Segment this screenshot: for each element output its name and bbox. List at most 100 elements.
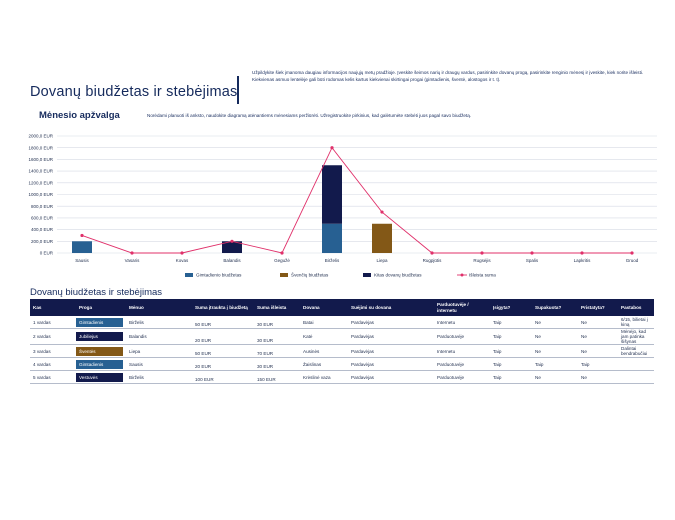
cell-delivered[interactable]: Ne: [578, 316, 618, 329]
y-tick-label: 1800,0 EUR: [28, 145, 53, 150]
cell-month[interactable]: Liepa: [126, 344, 192, 358]
tracker-table: Kas Proga Mėnuo Suma įtraukta į biudžetą…: [30, 299, 654, 384]
cell-gift[interactable]: Žaislinas: [300, 357, 348, 371]
cell-vendor[interactable]: Pardavėjas: [348, 357, 434, 371]
cell-notes[interactable]: Mėnėjo, kad jam patinka šišynas: [618, 328, 654, 345]
cell-budget[interactable]: 20 EUR: [192, 328, 254, 345]
y-tick-label: 1400,0 EUR: [28, 169, 53, 174]
cell-budget[interactable]: 20 EUR: [192, 357, 254, 371]
cell-delivered[interactable]: Ne: [578, 344, 618, 358]
cell-delivered[interactable]: Ne: [578, 370, 618, 384]
bar-gimtadienis: [322, 223, 342, 253]
cell-budget[interactable]: 50 EUR: [192, 344, 254, 358]
monthly-overview-title: Mėnesio apžvalga: [39, 110, 120, 121]
cell-who[interactable]: 5 vardas: [30, 370, 76, 384]
intro-line: Užpildykite šiek įmanoma daugiau informa…: [252, 70, 644, 75]
cell-who[interactable]: 2 vardas: [30, 328, 76, 345]
cell-notes[interactable]: [618, 370, 654, 384]
cell-wrapped[interactable]: Ne: [532, 344, 578, 358]
cell-gift[interactable]: Krėslinė vaza: [300, 370, 348, 384]
cell-store[interactable]: Internetu: [434, 344, 490, 358]
col-header[interactable]: Įsigyta?: [490, 299, 532, 316]
cell-wrapped[interactable]: Ne: [532, 316, 578, 329]
spent-point: [130, 251, 134, 255]
cell-gift[interactable]: Batai: [300, 316, 348, 329]
cell-occasion[interactable]: Gimtadienis: [76, 357, 126, 371]
cell-wrapped[interactable]: Ne: [532, 328, 578, 345]
col-header[interactable]: Supakuota?: [532, 299, 578, 316]
cell-wrapped[interactable]: Taip: [532, 357, 578, 371]
occasion-tag: Gimtadienis: [76, 359, 123, 369]
cell-gift[interactable]: Katė: [300, 328, 348, 345]
cell-bought[interactable]: Taip: [490, 357, 532, 371]
y-tick-label: 200,0 EUR: [31, 239, 54, 244]
cell-gift[interactable]: Ausinės: [300, 344, 348, 358]
x-tick-label: Spalis: [526, 258, 539, 263]
cell-delivered[interactable]: Taip: [578, 357, 618, 371]
table-row[interactable]: 4 vardas Gimtadienis Sausis 20 EUR 30 EUR Žai…: [30, 357, 654, 371]
cell-spent[interactable]: 70 EUR: [254, 344, 300, 358]
y-tick-label: 0 EUR: [40, 251, 54, 256]
cell-store[interactable]: Parduotuvėje: [434, 328, 490, 345]
cell-occasion[interactable]: Jubiliejus: [76, 328, 126, 345]
spent-point: [430, 251, 434, 255]
cell-who[interactable]: 1 vardas: [30, 316, 76, 329]
cell-month[interactable]: Birželis: [126, 370, 192, 384]
col-header[interactable]: Mėnuo: [126, 299, 192, 316]
cell-bought[interactable]: Taip: [490, 328, 532, 345]
x-tick-label: Vasaris: [125, 258, 140, 263]
spent-point: [480, 251, 484, 255]
cell-notes[interactable]: 6/15, bilietai į kiną: [618, 316, 654, 329]
col-header[interactable]: Pristatyta?: [578, 299, 618, 316]
cell-who[interactable]: 4 vardas: [30, 357, 76, 371]
cell-wrapped[interactable]: Ne: [532, 370, 578, 384]
cell-bought[interactable]: Taip: [490, 344, 532, 358]
cell-vendor[interactable]: Pardavėjas: [348, 370, 434, 384]
cell-budget[interactable]: 50 EUR: [192, 316, 254, 329]
cell-vendor[interactable]: Pardavėjas: [348, 328, 434, 345]
cell-who[interactable]: 3 vardas: [30, 344, 76, 358]
cell-occasion[interactable]: Gimtadienis: [76, 316, 126, 329]
cell-vendor[interactable]: Pardavėjas: [348, 344, 434, 358]
cell-bought[interactable]: Taip: [490, 370, 532, 384]
table-row[interactable]: 1 vardas Gimtadienis Birželis 50 EUR 30 EUR B…: [30, 316, 654, 329]
x-tick-label: Sausis: [75, 258, 89, 263]
cell-occasion[interactable]: Vestuvės: [76, 370, 126, 384]
col-header[interactable]: Proga: [76, 299, 126, 316]
cell-notes[interactable]: Dalintai bendrabučiui: [618, 344, 654, 358]
cell-store[interactable]: Parduotuvėje: [434, 357, 490, 371]
bar-sventes: [372, 223, 392, 253]
table-row[interactable]: 5 vardas Vestuvės Birželis 100 EUR 150 EUR Kr…: [30, 370, 654, 384]
x-tick-label: Rugpjūtis: [423, 258, 443, 263]
x-tick-label: Gegužė: [274, 258, 290, 263]
cell-spent[interactable]: 150 EUR: [254, 370, 300, 384]
cell-bought[interactable]: Taip: [490, 316, 532, 329]
cell-month[interactable]: Sausis: [126, 357, 192, 371]
cell-spent[interactable]: 30 EUR: [254, 328, 300, 345]
cell-store[interactable]: Parduotuvėje: [434, 370, 490, 384]
cell-notes[interactable]: [618, 357, 654, 371]
table-row[interactable]: 2 vardas Jubiliejus Balandis 20 EUR 30 EUR Ka…: [30, 328, 654, 345]
col-header[interactable]: Kas: [30, 299, 76, 316]
cell-delivered[interactable]: Ne: [578, 328, 618, 345]
cell-spent[interactable]: 30 EUR: [254, 316, 300, 329]
page-title: Dovanų biudžetas ir stebėjimas: [30, 84, 238, 100]
spent-line: [81, 146, 632, 254]
col-header[interactable]: Dovana: [300, 299, 348, 316]
cell-month[interactable]: Balandis: [126, 328, 192, 345]
col-header[interactable]: Parduotuvėje / internetu: [434, 299, 490, 316]
cell-budget[interactable]: 100 EUR: [192, 370, 254, 384]
cell-spent[interactable]: 30 EUR: [254, 357, 300, 371]
col-header[interactable]: Suma išleista: [254, 299, 300, 316]
col-header[interactable]: Suėjimi su dovana: [348, 299, 434, 316]
cell-vendor[interactable]: Pardavėjas: [348, 316, 434, 329]
x-tick-label: Kovas: [176, 258, 189, 263]
spent-point: [80, 233, 84, 238]
tracker-title: Dovanų biudžetas ir stebėjimas: [30, 287, 163, 298]
cell-occasion[interactable]: Šventės: [76, 344, 126, 358]
col-header[interactable]: Pastabos: [618, 299, 654, 316]
cell-store[interactable]: Internetu: [434, 316, 490, 329]
cell-month[interactable]: Birželis: [126, 316, 192, 329]
col-header[interactable]: Suma įtraukta į biudžetą: [192, 299, 254, 316]
table-row[interactable]: 3 vardas Šventės Liepa 50 EUR 70 EUR Ausinės P…: [30, 344, 654, 358]
